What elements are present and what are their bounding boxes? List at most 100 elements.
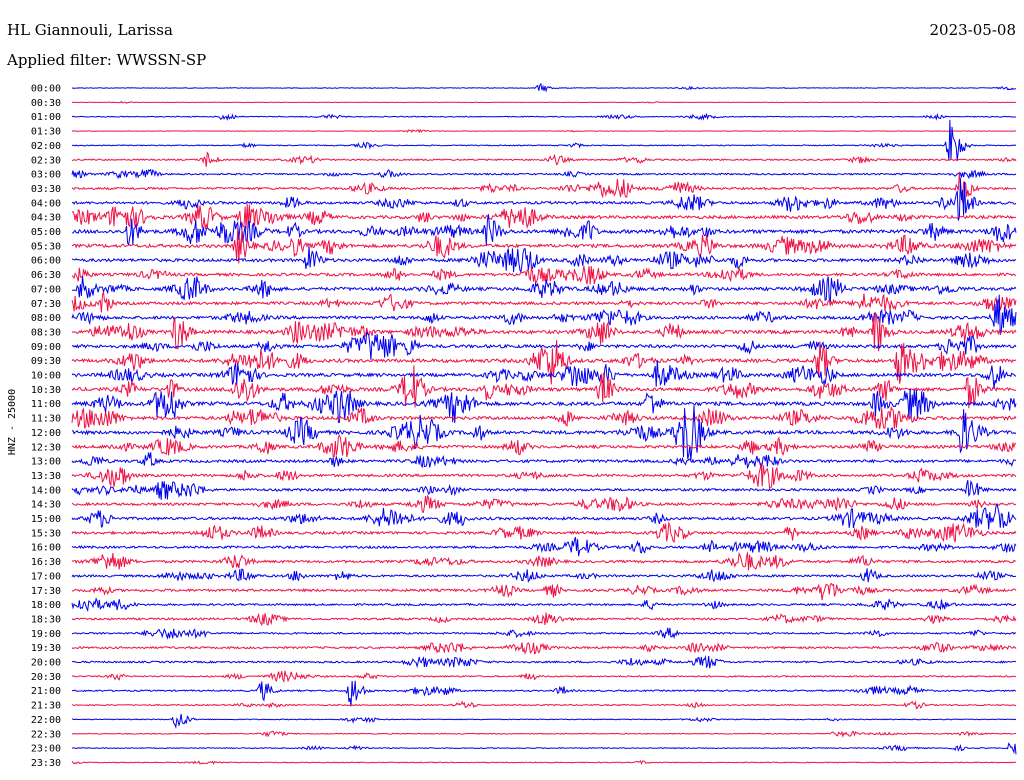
trace-line	[71, 434, 1017, 458]
tick-label: 07:00	[31, 284, 61, 295]
tick-label: 18:00	[31, 600, 61, 611]
tick-label: 10:00	[31, 371, 61, 382]
trace-line	[71, 331, 1017, 360]
trace-line	[71, 521, 1017, 544]
tick-label: 10:30	[31, 385, 61, 396]
tick-label: 12:00	[31, 428, 61, 439]
trace-line	[71, 479, 1017, 500]
trace-line	[71, 700, 1017, 710]
tick-label: 13:00	[31, 457, 61, 468]
tick-label: 11:00	[31, 399, 61, 410]
tick-label: 21:00	[31, 686, 61, 697]
trace-line	[71, 311, 1017, 352]
trace-line	[71, 178, 1017, 221]
tick-label: 00:30	[31, 98, 61, 109]
tick-label: 15:30	[31, 528, 61, 539]
trace-line	[71, 760, 1017, 766]
tick-label: 14:00	[31, 485, 61, 496]
tick-label: 23:30	[31, 758, 61, 769]
tick-label: 09:00	[31, 342, 61, 353]
tick-label: 18:30	[31, 614, 61, 625]
tick-label: 05:30	[31, 241, 61, 252]
tick-label: 05:00	[31, 227, 61, 238]
filter-label: Applied filter: WWSSN-SP	[7, 51, 207, 69]
trace-line	[71, 462, 1017, 489]
tick-label: 02:00	[31, 141, 61, 152]
trace-line	[71, 119, 1017, 161]
trace-line	[71, 494, 1017, 513]
tick-label: 17:30	[31, 586, 61, 597]
trace-line	[71, 265, 1017, 285]
tick-label: 22:00	[31, 715, 61, 726]
trace-line	[71, 655, 1017, 669]
trace-line	[71, 203, 1017, 230]
tick-label: 15:00	[31, 514, 61, 525]
trace-line	[71, 168, 1017, 180]
trace-line	[71, 227, 1017, 264]
trace-line	[71, 503, 1017, 530]
trace-line	[71, 537, 1017, 557]
trace-line	[71, 597, 1017, 613]
tick-label: 22:30	[31, 729, 61, 740]
tick-label: 17:00	[31, 571, 61, 582]
trace-line	[71, 612, 1017, 627]
tick-label: 06:30	[31, 270, 61, 281]
tick-label: 02:30	[31, 155, 61, 166]
trace-line	[71, 713, 1017, 729]
tick-label: 01:00	[31, 112, 61, 123]
trace-line	[71, 171, 1017, 203]
tick-label: 06:00	[31, 256, 61, 267]
trace-line	[71, 627, 1017, 640]
trace-line	[71, 340, 1017, 385]
tick-label: 01:30	[31, 127, 61, 138]
tick-label: 19:30	[31, 643, 61, 654]
tick-label: 16:30	[31, 557, 61, 568]
trace-line	[71, 82, 1016, 93]
trace-line	[71, 100, 1017, 104]
trace-line	[71, 680, 1017, 707]
trace-line	[71, 112, 1017, 122]
tick-label: 08:30	[31, 327, 61, 338]
trace-line	[71, 452, 1016, 470]
trace-line	[71, 245, 1017, 274]
trace-line	[71, 551, 1016, 571]
tick-label: 20:00	[31, 658, 61, 669]
trace-line	[71, 291, 1017, 313]
tick-label: 07:30	[31, 299, 61, 310]
trace-line	[72, 151, 1017, 167]
trace-line	[71, 568, 1017, 583]
tick-label: 16:00	[31, 543, 61, 554]
tick-label: 08:00	[31, 313, 61, 324]
tick-label: 19:00	[31, 629, 61, 640]
trace-line	[71, 670, 1017, 684]
tick-label: 14:30	[31, 500, 61, 511]
trace-line	[71, 405, 1017, 429]
tick-label: 20:30	[31, 672, 61, 683]
tick-label: 09:30	[31, 356, 61, 367]
tick-label: 04:30	[31, 213, 61, 224]
trace-line	[71, 582, 1017, 601]
tick-label: 21:30	[31, 701, 61, 712]
tick-label: 12:30	[31, 442, 61, 453]
date-label: 2023-05-08	[929, 21, 1016, 39]
tick-label: 23:00	[31, 744, 61, 755]
trace-line	[71, 360, 1017, 389]
station-title: HL Giannouli, Larissa	[7, 21, 173, 39]
tick-label: 03:30	[31, 184, 61, 195]
trace-line	[71, 405, 1017, 461]
tick-label: 04:00	[31, 198, 61, 209]
trace-line	[71, 388, 1017, 423]
trace-line	[71, 294, 1017, 335]
trace-line	[71, 730, 1017, 738]
tick-label: 11:30	[31, 414, 61, 425]
trace-line	[71, 214, 1017, 246]
trace-line	[71, 742, 1017, 755]
trace-line	[71, 128, 1016, 134]
trace-line	[71, 641, 1017, 655]
trace-line	[71, 275, 1017, 303]
tick-label: 03:00	[31, 170, 61, 181]
tick-label: 13:30	[31, 471, 61, 482]
tick-label: 00:00	[31, 84, 61, 95]
trace-line	[71, 365, 1017, 409]
